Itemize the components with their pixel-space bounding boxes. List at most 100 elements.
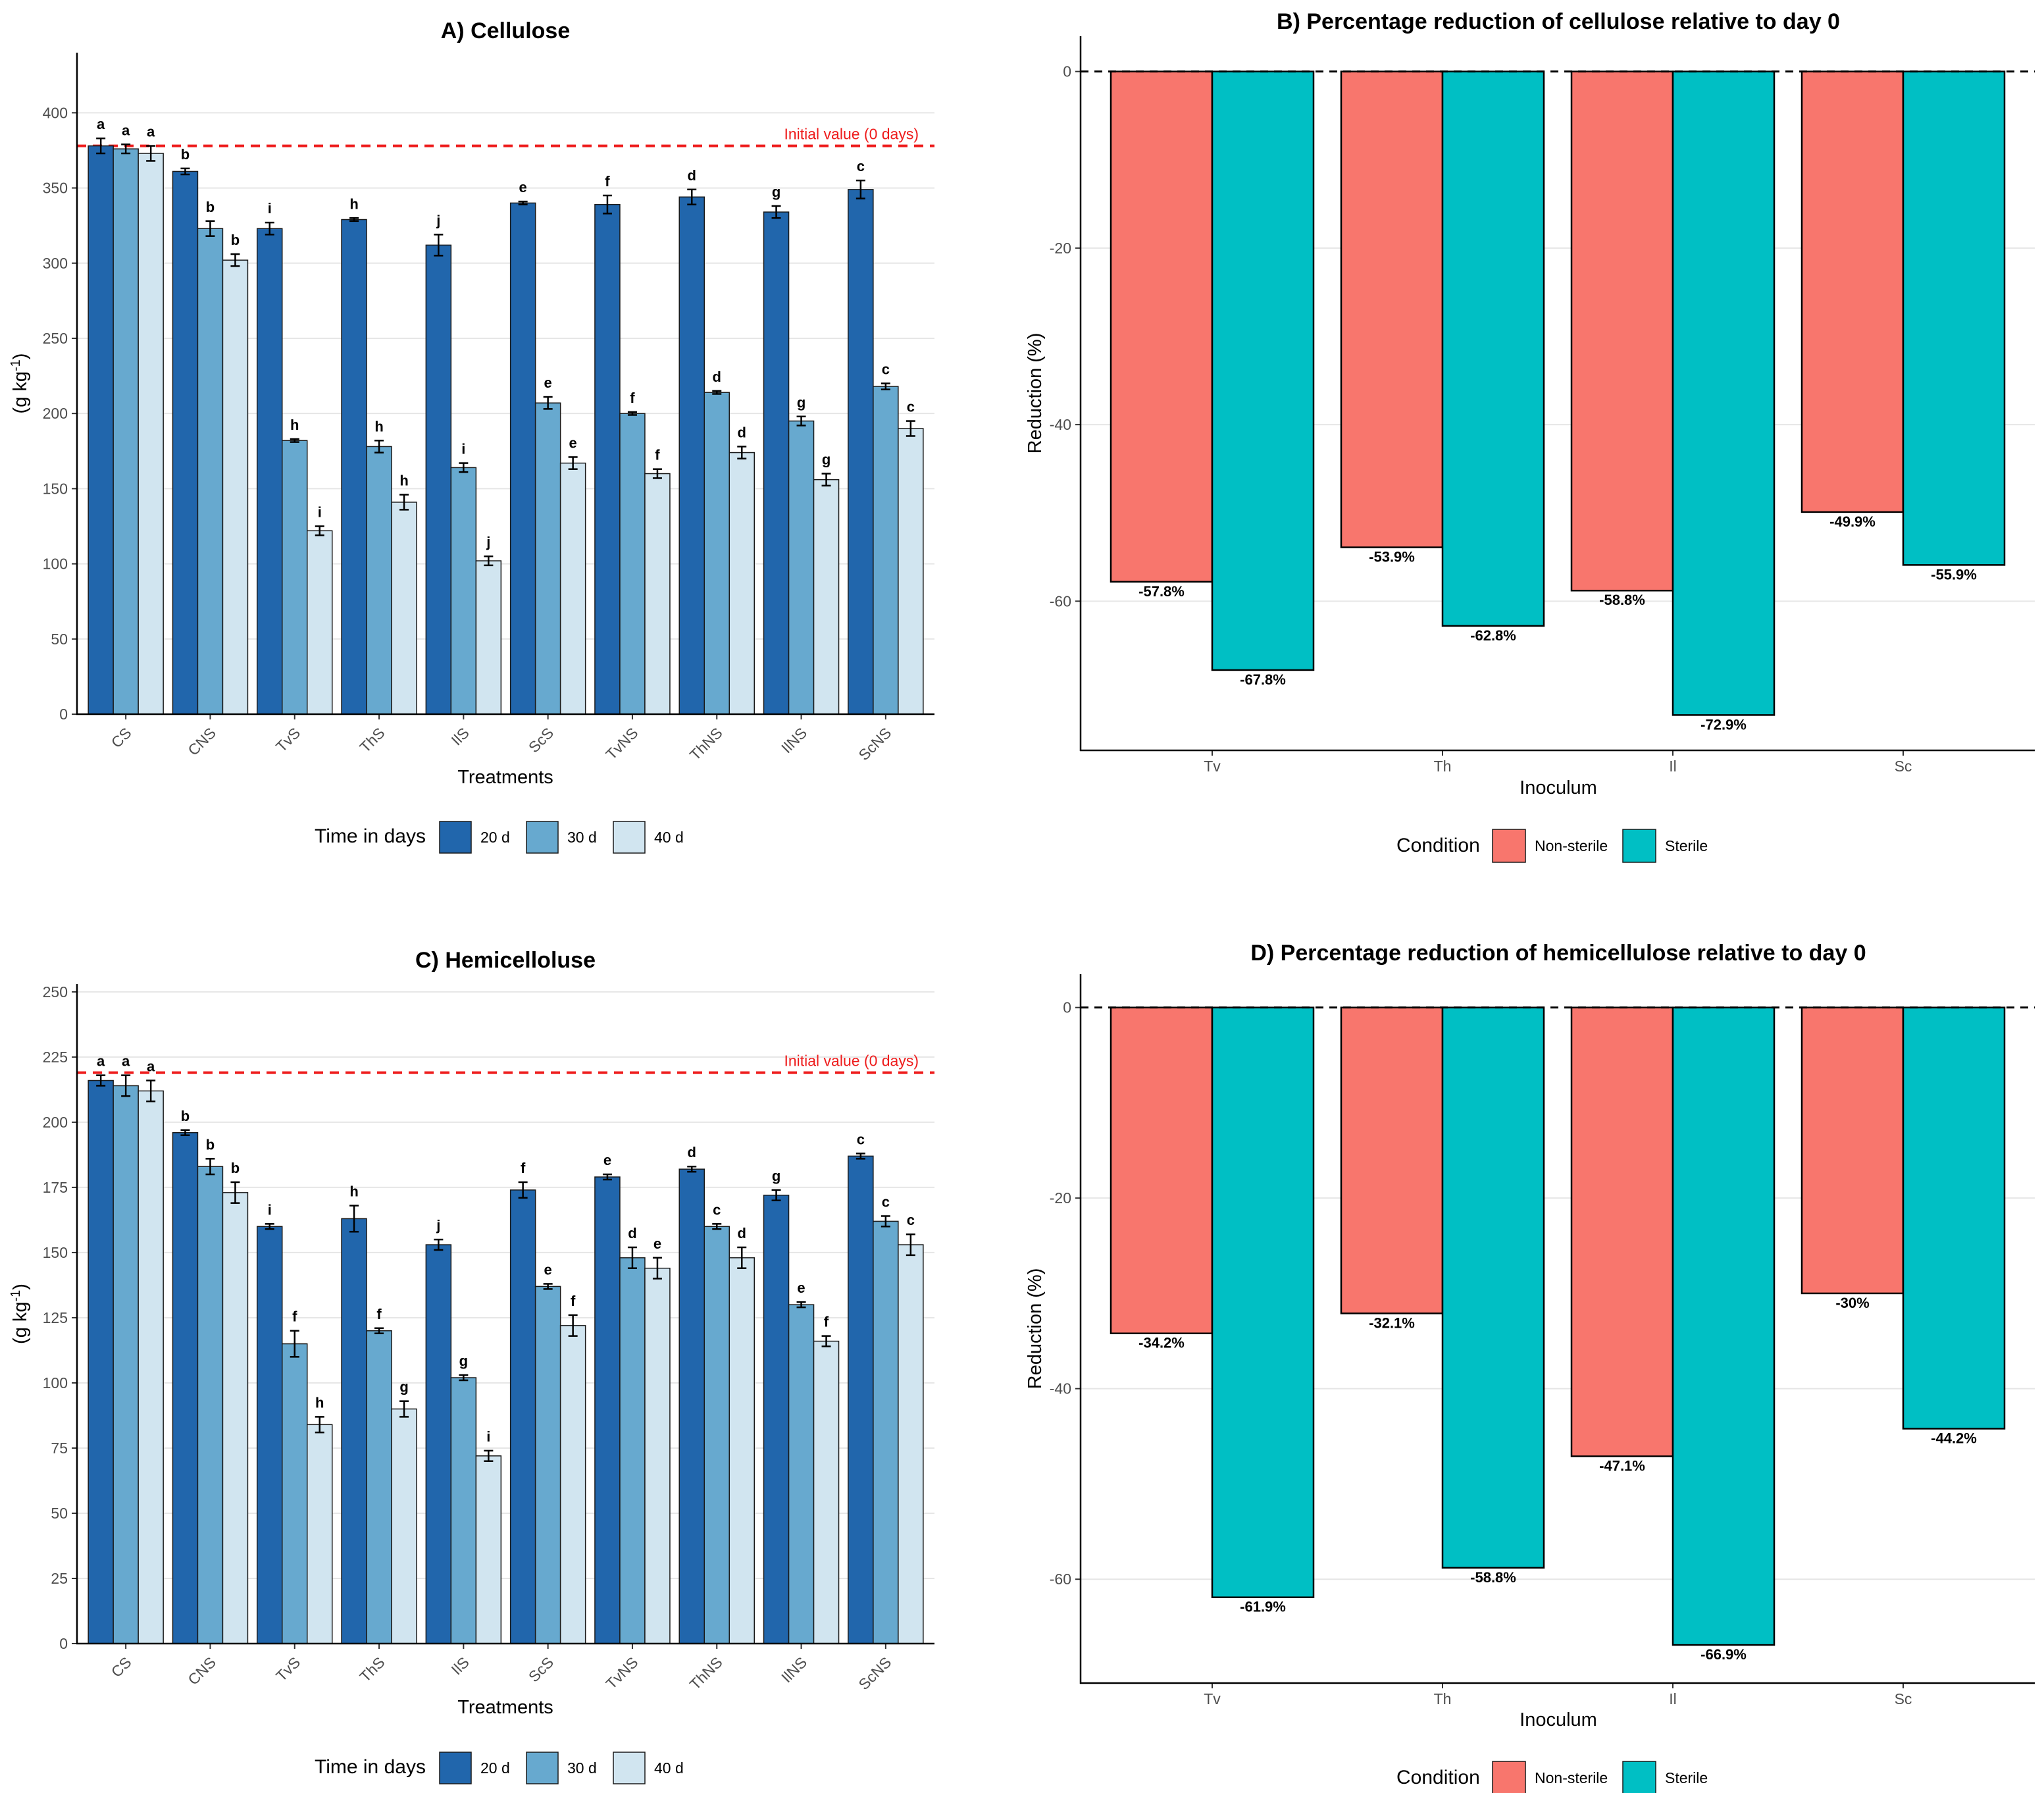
x-tick-label: CNS (184, 724, 219, 759)
significance-letter: e (519, 179, 527, 195)
significance-letter: f (571, 1293, 576, 1309)
bar-Sc-Non-sterile (1801, 1006, 1904, 1295)
legend-swatch (1622, 1761, 1656, 1793)
y-tick-label: 350 (43, 180, 68, 197)
x-tick-label: ScNS (855, 724, 894, 764)
x-tick-label: IlS (448, 724, 473, 748)
significance-letter: c (882, 1193, 890, 1210)
bar-CS-40d (138, 153, 164, 715)
y-axis-title-close: ) (10, 353, 31, 360)
bar-IlNS-30d (788, 420, 815, 715)
bar-ScS-40d (559, 462, 586, 715)
bar-CS-20d (88, 145, 114, 715)
y-tick-label: 125 (43, 1309, 68, 1326)
y-tick-label: 0 (1063, 63, 1071, 80)
y-tick-label: -20 (1050, 1189, 1071, 1207)
bar-ScNS-40d (898, 428, 924, 715)
y-axis-title-close: ) (10, 1284, 31, 1290)
legend-swatch (613, 1752, 646, 1784)
bar-Th-Sterile (1441, 70, 1545, 627)
value-label: -58.8% (1599, 592, 1645, 608)
significance-letter: b (231, 1160, 240, 1176)
x-axis-title: Treatments (457, 767, 553, 788)
y-tick-label: 100 (43, 556, 68, 573)
bar-ScS-20d (509, 1189, 536, 1644)
legend-title: Time in days (315, 825, 426, 847)
y-axis-title: Reduction (%) (1025, 1268, 1046, 1390)
value-label: -62.8% (1470, 627, 1516, 644)
bar-ScNS-20d (848, 189, 874, 715)
x-tick-label: TvS (272, 724, 303, 755)
significance-letter: h (349, 1183, 358, 1200)
bar-ThS-20d (341, 1218, 367, 1644)
bar-ThS-40d (391, 1408, 417, 1644)
x-tick-label: CS (108, 1653, 135, 1680)
bar-IlNS-40d (813, 1340, 840, 1644)
bar-ScS-40d (559, 1325, 586, 1644)
y-tick-label: 75 (51, 1440, 68, 1457)
legend-label: Non-sterile (1535, 1769, 1608, 1786)
y-tick-label: 250 (43, 330, 68, 347)
chart-title: D) Percentage reduction of hemicellulose… (1250, 941, 1866, 966)
legend-label: 20 d (480, 1759, 510, 1777)
x-tick-label: TvNS (602, 724, 641, 763)
value-label: -55.9% (1931, 566, 1977, 583)
bar-Th-Non-sterile (1340, 70, 1444, 548)
bar-CNS-40d (222, 259, 249, 715)
y-tick-label: 50 (51, 1505, 68, 1522)
bar-Tv-Non-sterile (1110, 1006, 1214, 1334)
significance-letter: f (655, 447, 660, 463)
bar-CS-20d (88, 1079, 114, 1644)
chart-panel-A: 0 50 100 150 200 250 300 350 400 Initial value (0… (9, 18, 934, 854)
significance-letter: j (486, 534, 490, 550)
legend: Condition Non-sterile Sterile (1396, 1761, 1708, 1793)
y-tick-label: -40 (1050, 416, 1071, 433)
bar-Sc-Sterile (1902, 1006, 2006, 1430)
x-tick-label: Tv (1204, 1690, 1221, 1707)
bar-Il-Non-sterile (1570, 1006, 1674, 1457)
significance-letter: h (374, 418, 383, 434)
x-tick-label: Il (1669, 758, 1677, 775)
bar-ThNS-40d (728, 1257, 755, 1644)
significance-letter: e (797, 1280, 805, 1296)
legend-label: 20 d (480, 829, 510, 846)
y-tick-label: 0 (59, 1635, 68, 1652)
significance-letter: c (907, 399, 915, 415)
significance-letter: j (436, 212, 440, 228)
value-label: -32.1% (1369, 1314, 1415, 1331)
significance-letter: i (318, 504, 322, 520)
bar-CS-30d (113, 148, 139, 715)
y-axis-title: (g kg-1) (9, 353, 31, 414)
x-axis-title: Inoculum (1520, 777, 1597, 798)
y-tick-label: 150 (43, 480, 68, 497)
significance-letter: b (206, 199, 215, 215)
value-label: -30% (1835, 1295, 1869, 1311)
x-tick-label: Sc (1895, 758, 1912, 775)
y-axis-title: Reduction (%) (1025, 333, 1046, 454)
significance-letter: h (399, 473, 408, 489)
bar-IlS-30d (450, 1377, 477, 1644)
significance-letter: f (630, 390, 635, 406)
bar-CNS-40d (222, 1192, 249, 1644)
bar-IlS-30d (450, 467, 477, 715)
y-tick-label: 200 (43, 1114, 68, 1131)
significance-letter: b (231, 232, 240, 248)
bar-TvS-40d (307, 1424, 333, 1644)
chart-panel-B: 0 -20 -40 -60 -57.8% -67.8% Tv -53.9% -62.8% Th -5… (1025, 9, 2035, 863)
x-tick-label: TvS (272, 1653, 303, 1684)
y-tick-label: 50 (51, 631, 68, 648)
bar-ScS-30d (534, 402, 561, 715)
x-tick-label: IlNS (778, 724, 810, 756)
significance-letter: f (824, 1314, 829, 1330)
value-label: -67.8% (1240, 671, 1286, 688)
significance-letter: g (772, 184, 780, 200)
y-tick-label: 400 (43, 104, 68, 121)
bar-ThNS-30d (703, 392, 730, 715)
bar-Tv-Sterile (1211, 1006, 1315, 1598)
x-tick-label: CNS (184, 1653, 219, 1688)
x-tick-label: IlS (448, 1653, 473, 1678)
bar-TvS-30d (282, 440, 308, 715)
chart-title: C) Hemicelloluse (415, 948, 596, 973)
y-tick-label: -20 (1050, 240, 1071, 257)
